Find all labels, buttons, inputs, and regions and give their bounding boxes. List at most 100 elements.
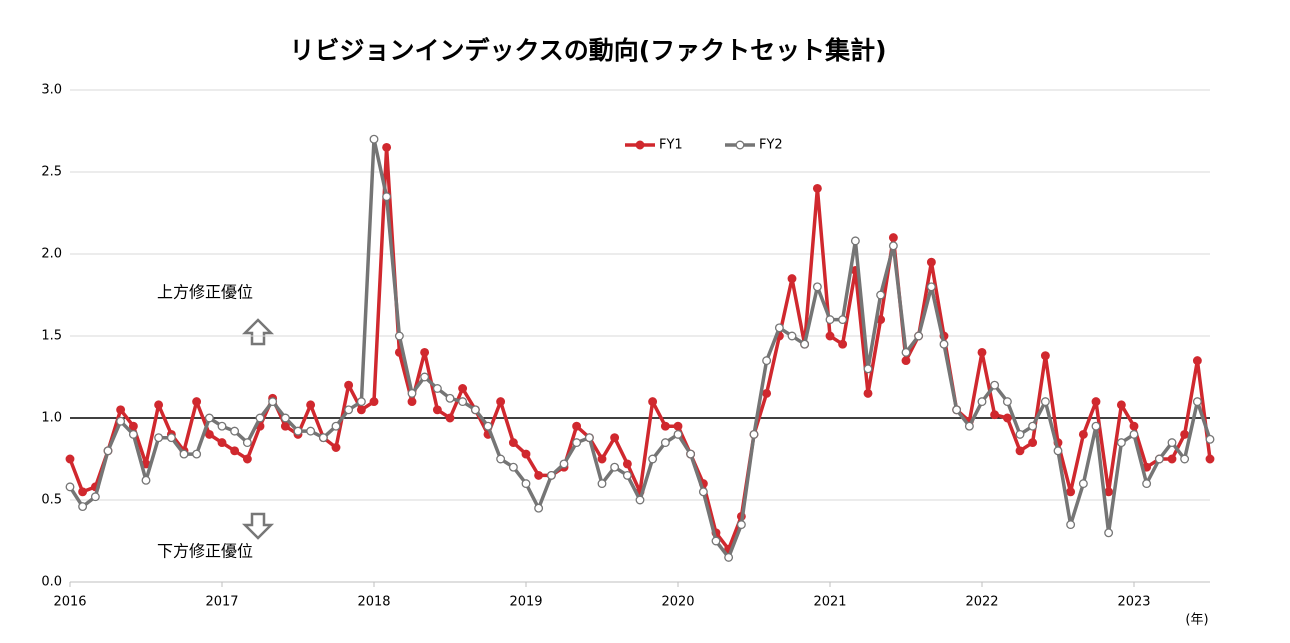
point xyxy=(812,282,822,292)
point xyxy=(496,397,506,407)
point xyxy=(90,492,100,502)
x-unit: (年) xyxy=(1185,613,1208,628)
point xyxy=(964,421,974,431)
point xyxy=(622,459,632,469)
point xyxy=(863,364,873,374)
point xyxy=(369,134,379,144)
point xyxy=(1015,429,1025,439)
point xyxy=(1192,356,1202,366)
point xyxy=(660,421,670,431)
point xyxy=(597,479,607,489)
point xyxy=(1180,454,1190,464)
point xyxy=(458,397,468,407)
point xyxy=(141,475,151,485)
point xyxy=(496,454,506,464)
point xyxy=(154,433,164,443)
point xyxy=(1205,454,1215,464)
legend-marker xyxy=(735,140,745,150)
point xyxy=(926,282,936,292)
point xyxy=(306,426,316,436)
y-tick-label: 0.0 xyxy=(41,575,62,590)
y-tick-label: 1.5 xyxy=(41,329,62,344)
point xyxy=(977,347,987,357)
point xyxy=(1154,454,1164,464)
x-tick-label: 2020 xyxy=(661,595,694,610)
point xyxy=(521,479,531,489)
legend-marker xyxy=(635,140,645,150)
point xyxy=(648,454,658,464)
point xyxy=(990,410,1000,420)
point xyxy=(445,393,455,403)
point xyxy=(660,438,670,448)
point xyxy=(787,274,797,284)
point xyxy=(1015,446,1025,456)
point xyxy=(888,241,898,251)
point xyxy=(128,429,138,439)
point xyxy=(394,331,404,341)
point xyxy=(1078,479,1088,489)
point xyxy=(293,426,303,436)
point xyxy=(179,449,189,459)
point xyxy=(407,388,417,398)
point xyxy=(686,449,696,459)
down-arrow xyxy=(241,512,275,540)
up-arrow xyxy=(241,318,275,346)
y-tick-label: 2.5 xyxy=(41,165,62,180)
x-tick-label: 2017 xyxy=(205,595,238,610)
point xyxy=(280,413,290,423)
point xyxy=(154,400,164,410)
point xyxy=(901,356,911,366)
point xyxy=(344,405,354,415)
annotation: 上方修正優位 xyxy=(157,283,253,302)
point xyxy=(420,372,430,382)
point xyxy=(1028,421,1038,431)
point xyxy=(635,495,645,505)
point xyxy=(1116,438,1126,448)
point xyxy=(673,429,683,439)
point xyxy=(825,331,835,341)
y-tick-label: 2.0 xyxy=(41,247,62,262)
point xyxy=(736,520,746,530)
series-line xyxy=(68,137,1212,560)
point xyxy=(926,257,936,267)
point xyxy=(990,380,1000,390)
point xyxy=(622,470,632,480)
point xyxy=(280,421,290,431)
point xyxy=(331,443,341,452)
point xyxy=(1002,397,1012,407)
point xyxy=(774,323,784,333)
point xyxy=(1129,421,1139,431)
point xyxy=(534,470,544,480)
point xyxy=(432,384,442,393)
point xyxy=(825,315,835,325)
point xyxy=(1129,429,1139,439)
point xyxy=(850,236,860,246)
point xyxy=(584,433,594,443)
point xyxy=(572,438,582,448)
point xyxy=(242,438,252,448)
point xyxy=(344,380,354,390)
point xyxy=(800,339,810,349)
point xyxy=(1116,400,1126,410)
point xyxy=(888,233,898,243)
point xyxy=(711,536,721,546)
point xyxy=(217,438,227,448)
point xyxy=(230,446,240,456)
point xyxy=(1053,446,1063,456)
point xyxy=(724,552,734,562)
point xyxy=(508,438,518,448)
point xyxy=(1104,487,1114,497)
x-tick-label: 2016 xyxy=(53,595,86,610)
point xyxy=(128,421,138,431)
point xyxy=(762,356,772,366)
point xyxy=(546,470,556,480)
point xyxy=(534,503,544,513)
point xyxy=(382,142,392,152)
point xyxy=(369,397,379,407)
x-tick-label: 2023 xyxy=(1117,595,1150,610)
point xyxy=(901,347,911,357)
point xyxy=(65,454,75,464)
point xyxy=(420,347,430,357)
point xyxy=(65,482,75,492)
